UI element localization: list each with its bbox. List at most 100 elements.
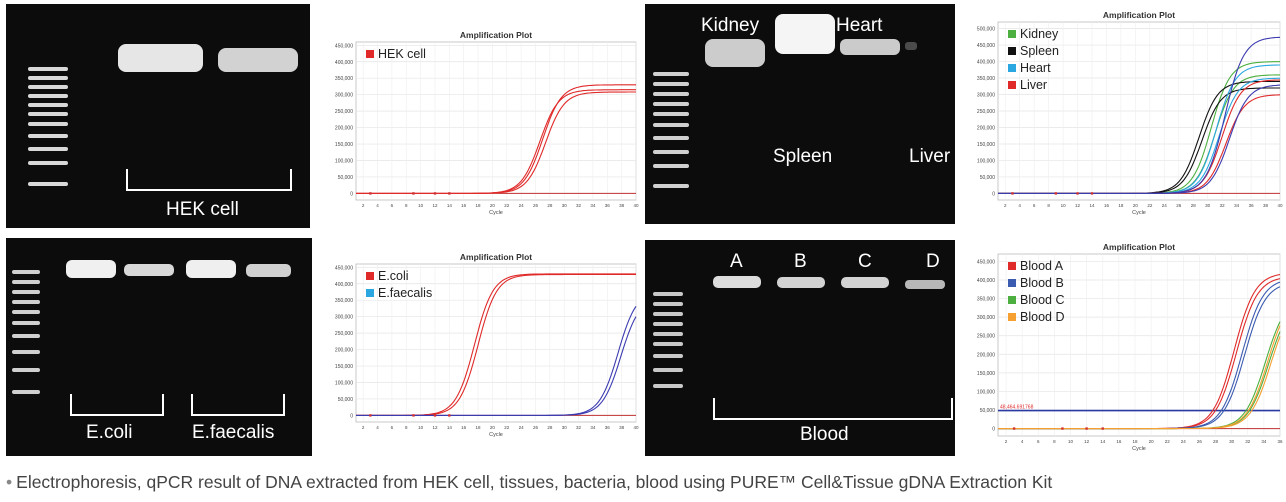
lane-label-spleen: Spleen (773, 146, 833, 167)
x-tick-label: 18 (1118, 203, 1124, 208)
x-tick-label: 14 (1100, 439, 1106, 444)
y-tick-label: 400,000 (977, 278, 995, 284)
x-tick-label: 8 (1053, 439, 1056, 444)
x-tick-label: 20 (1133, 203, 1139, 208)
gel-image-blood: A B C D Blood (645, 240, 955, 456)
data-marker (433, 414, 437, 417)
y-tick-label: 200,000 (977, 352, 995, 358)
data-marker (1012, 427, 1016, 430)
x-tick-label: 28 (547, 425, 553, 430)
amplification-plot-tissues: Amplification Plot 0 50,000 100,000 150,000 2… (960, 8, 1284, 220)
y-tick-label: 350,000 (977, 297, 995, 303)
series-curve (356, 316, 637, 416)
x-tick-label: 16 (1116, 439, 1122, 444)
y-tick-label: 150,000 (335, 364, 353, 370)
x-tick-label: 10 (1061, 203, 1067, 208)
y-tick-label: 400,000 (335, 60, 353, 66)
x-axis-label: Cycle (1132, 210, 1146, 216)
x-tick-label: 26 (1197, 439, 1203, 444)
y-tick-label: 250,000 (977, 109, 995, 115)
chart-title: Amplification Plot (1103, 242, 1175, 252)
y-tick-label: 400,000 (977, 60, 995, 66)
caption-text: Electrophoresis, qPCR result of DNA extr… (16, 472, 1053, 492)
x-tick-label: 28 (547, 203, 553, 208)
legend-label: Spleen (1020, 44, 1059, 58)
series-curve (356, 91, 636, 194)
y-tick-label: 150,000 (977, 142, 995, 148)
y-tick-label: 100,000 (977, 158, 995, 164)
gel-band (218, 48, 298, 72)
x-tick-label: 24 (519, 425, 525, 430)
lane-label-a: A (730, 251, 743, 272)
data-marker (448, 414, 451, 417)
threshold-label: 48,464.691768 (1000, 405, 1034, 411)
x-tick-label: 20 (490, 203, 496, 208)
x-tick-label: 16 (461, 203, 467, 208)
x-tick-label: 32 (576, 203, 582, 208)
y-tick-label: 350,000 (335, 76, 353, 82)
x-tick-label: 36 (1277, 439, 1283, 444)
x-tick-label: 2 (1004, 203, 1007, 208)
bracket-label: Blood (800, 424, 849, 445)
x-tick-label: 26 (1176, 203, 1182, 208)
y-tick-label: 250,000 (335, 331, 353, 337)
legend-swatch (1008, 279, 1016, 287)
series-curve (998, 336, 1281, 430)
y-tick-label: 50,000 (338, 175, 354, 181)
x-tick-label: 34 (590, 425, 596, 430)
legend-swatch (366, 272, 374, 280)
legend-swatch (1008, 81, 1016, 89)
legend-swatch (1008, 296, 1016, 304)
y-tick-label: 300,000 (335, 93, 353, 99)
data-marker (369, 192, 372, 195)
legend-swatch (366, 50, 374, 58)
y-tick-label: 0 (992, 191, 995, 197)
y-tick-label: 350,000 (977, 76, 995, 82)
y-tick-label: 450,000 (335, 43, 353, 49)
x-tick-label: 18 (1132, 439, 1138, 444)
x-tick-label: 34 (590, 203, 596, 208)
plot-area (355, 41, 637, 201)
y-tick-label: 400,000 (335, 282, 353, 288)
data-marker (1011, 192, 1014, 195)
y-tick-label: 150,000 (977, 371, 995, 377)
sample-bracket (70, 394, 164, 416)
lane-label-kidney: Kidney (701, 15, 760, 36)
x-tick-label: 16 (461, 425, 467, 430)
x-tick-label: 26 (533, 425, 539, 430)
legend-label: Liver (1020, 78, 1047, 92)
y-tick-label: 150,000 (335, 142, 353, 148)
y-tick-label: 100,000 (977, 389, 995, 395)
x-tick-label: 30 (1205, 203, 1211, 208)
y-tick-label: 0 (350, 413, 353, 419)
gel-svg (653, 14, 917, 188)
bracket-label: E.coli (86, 422, 133, 443)
legend-label: Heart (1020, 61, 1051, 75)
legend-swatch (1008, 262, 1016, 270)
x-tick-label: 36 (1249, 203, 1255, 208)
y-tick-label: 450,000 (977, 43, 995, 49)
bracket-label: E.faecalis (192, 422, 275, 443)
x-tick-label: 38 (1263, 203, 1269, 208)
x-tick-label: 24 (1181, 439, 1187, 444)
y-tick-label: 450,000 (977, 259, 995, 265)
x-tick-label: 38 (619, 203, 625, 208)
legend-swatch (1008, 30, 1016, 38)
y-tick-label: 500,000 (977, 27, 995, 33)
x-tick-label: 18 (476, 425, 482, 430)
x-tick-label: 12 (432, 203, 438, 208)
legend-swatch (366, 289, 374, 297)
gel-image-bacteria: E.coli E.faecalis (6, 238, 312, 456)
x-tick-label: 20 (1149, 439, 1155, 444)
x-tick-label: 4 (376, 203, 379, 208)
x-tick-label: 6 (1037, 439, 1040, 444)
y-tick-label: 50,000 (338, 397, 354, 403)
data-marker (412, 414, 415, 417)
x-tick-label: 12 (432, 425, 438, 430)
x-tick-label: 32 (1245, 439, 1251, 444)
x-tick-label: 12 (1075, 203, 1081, 208)
x-tick-label: 26 (533, 203, 539, 208)
legend-label: E.coli (378, 269, 409, 283)
legend-label: Blood A (1020, 259, 1064, 273)
y-tick-label: 100,000 (335, 381, 353, 387)
